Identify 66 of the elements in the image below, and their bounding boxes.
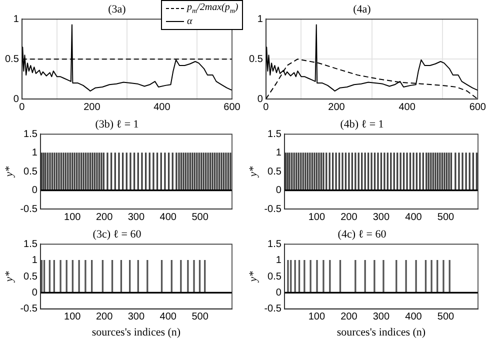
chart-title: (3c) ℓ = 60 [92, 228, 142, 240]
x-tick-label: 500 [437, 212, 455, 223]
x-tick-label: 500 [192, 312, 209, 323]
y-tick-label: 1 [257, 14, 264, 25]
x-tick-label: 200 [340, 212, 358, 223]
x-tick-label: 400 [160, 312, 177, 323]
x-tick-label: 100 [308, 212, 326, 223]
y-tick-label: 1.5 [268, 128, 282, 140]
chart-title: (3b) ℓ = 1 [95, 118, 139, 130]
y-tick-label: 1.5 [24, 128, 38, 140]
y-tick-label: 0.5 [248, 54, 264, 65]
x-tick-label: 100 [308, 312, 326, 323]
y-tick-label: 1 [32, 255, 38, 266]
y-tick-label: 0 [257, 94, 264, 105]
x-axis-title: sources's indices (n) [336, 326, 426, 338]
x-tick-label: 200 [340, 312, 358, 323]
y-axis-title: y* [247, 166, 260, 178]
x-tick-label: 200 [328, 102, 346, 113]
y-tick-label: 1 [13, 14, 20, 25]
y-tick-label: 0 [32, 185, 38, 196]
x-tick-label: 400 [405, 212, 422, 223]
x-tick-label: 500 [437, 312, 455, 323]
y-tick-label: 1.5 [24, 238, 38, 250]
y-tick-label: 1 [276, 148, 282, 159]
x-tick-label: 600 [224, 102, 241, 113]
y-tick-label: 0.5 [268, 271, 282, 282]
x-tick-label: 400 [154, 102, 171, 113]
x-tick-label: 400 [405, 312, 422, 323]
x-tick-label: 300 [372, 312, 390, 323]
y-tick-label: 1 [32, 148, 38, 159]
x-tick-label: 200 [84, 102, 101, 113]
y-tick-label: 1 [276, 255, 282, 266]
x-tick-label: 500 [192, 212, 209, 223]
chart-title: (3a) [108, 3, 126, 16]
chart-title: (4a) [353, 3, 372, 16]
y-tick-label: 0 [276, 287, 282, 298]
x-tick-label: 300 [372, 212, 390, 223]
y-tick-label: -0.5 [264, 204, 282, 215]
x-axis-title: sources's indices (n) [92, 326, 181, 338]
y-axis-title: y* [3, 166, 16, 178]
y-tick-label: 0 [13, 94, 20, 105]
chart-title: (4b) ℓ = 1 [340, 118, 384, 130]
y-tick-label: -0.5 [264, 304, 282, 315]
y-tick-label: 0.5 [24, 271, 38, 282]
y-tick-label: 0.5 [24, 166, 38, 178]
y-axis-title: y* [3, 270, 16, 283]
legend-label: p$_{m}$/2max(p$_{m}$) [187, 2, 238, 15]
x-tick-label: 100 [64, 212, 82, 223]
x-tick-label: 200 [96, 212, 114, 223]
y-tick-label: -0.5 [20, 304, 38, 315]
x-tick-label: 400 [398, 102, 416, 113]
chart-title: (4c) ℓ = 60 [338, 228, 387, 240]
x-tick-label: 600 [469, 102, 486, 113]
y-tick-label: 0 [32, 287, 38, 298]
legend-label: α [187, 16, 192, 27]
y-tick-label: -0.5 [20, 204, 38, 215]
x-tick-label: 300 [128, 212, 145, 223]
y-tick-label: 1.5 [268, 238, 282, 250]
x-tick-label: 300 [128, 312, 145, 323]
x-tick-label: 200 [96, 312, 114, 323]
x-tick-label: 400 [160, 212, 177, 223]
y-tick-label: 0 [276, 185, 282, 196]
y-axis-title: y* [247, 270, 260, 283]
x-tick-label: 100 [64, 312, 82, 323]
y-tick-label: 0.5 [4, 54, 20, 65]
y-tick-label: 0.5 [268, 166, 282, 178]
